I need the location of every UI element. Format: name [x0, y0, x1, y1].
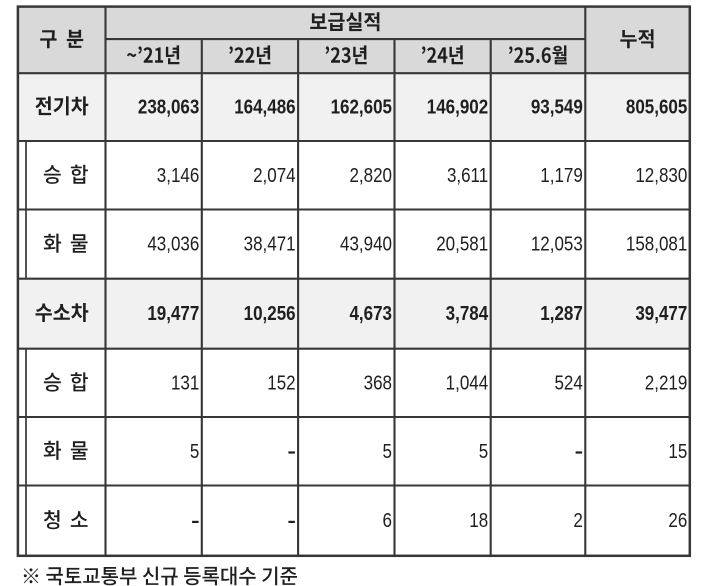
svg-text:131: 131	[171, 371, 199, 394]
svg-text:5: 5	[190, 439, 199, 462]
svg-text:26: 26	[668, 509, 687, 532]
svg-text:2,219: 2,219	[645, 371, 688, 394]
svg-text:2,820: 2,820	[349, 163, 392, 186]
svg-text:3,611: 3,611	[447, 163, 488, 186]
svg-text:1,044: 1,044	[446, 371, 489, 394]
svg-text:1,179: 1,179	[540, 163, 583, 186]
svg-text:38,471: 38,471	[244, 232, 296, 255]
svg-text:162,605: 162,605	[331, 95, 392, 118]
svg-text:2: 2	[573, 509, 582, 532]
svg-text:15: 15	[668, 439, 687, 462]
svg-text:43,940: 43,940	[340, 232, 392, 255]
svg-text:524: 524	[554, 371, 582, 394]
svg-text:12,053: 12,053	[531, 232, 583, 255]
svg-text:43,036: 43,036	[147, 232, 199, 255]
svg-text:10,256: 10,256	[244, 302, 296, 325]
svg-text:18: 18	[469, 509, 488, 532]
svg-text:368: 368	[364, 371, 392, 394]
svg-text:19,477: 19,477	[147, 302, 199, 325]
svg-text:12,830: 12,830	[635, 163, 687, 186]
svg-text:6: 6	[383, 509, 392, 532]
svg-text:238,063: 238,063	[138, 95, 199, 118]
svg-text:4,673: 4,673	[349, 302, 392, 325]
svg-text:3,146: 3,146	[157, 163, 200, 186]
svg-text:146,902: 146,902	[427, 95, 488, 118]
svg-text:3,784: 3,784	[446, 302, 489, 325]
svg-text:93,549: 93,549	[531, 95, 583, 118]
svg-text:5: 5	[383, 439, 392, 462]
svg-text:20,581: 20,581	[436, 232, 488, 255]
svg-text:158,081: 158,081	[626, 232, 687, 255]
svg-text:1,287: 1,287	[540, 302, 583, 325]
svg-text:2,074: 2,074	[253, 163, 296, 186]
svg-text:805,605: 805,605	[626, 95, 687, 118]
svg-text:164,486: 164,486	[234, 95, 295, 118]
svg-text:39,477: 39,477	[635, 302, 687, 325]
svg-text:152: 152	[267, 371, 295, 394]
svg-text:5: 5	[479, 439, 488, 462]
